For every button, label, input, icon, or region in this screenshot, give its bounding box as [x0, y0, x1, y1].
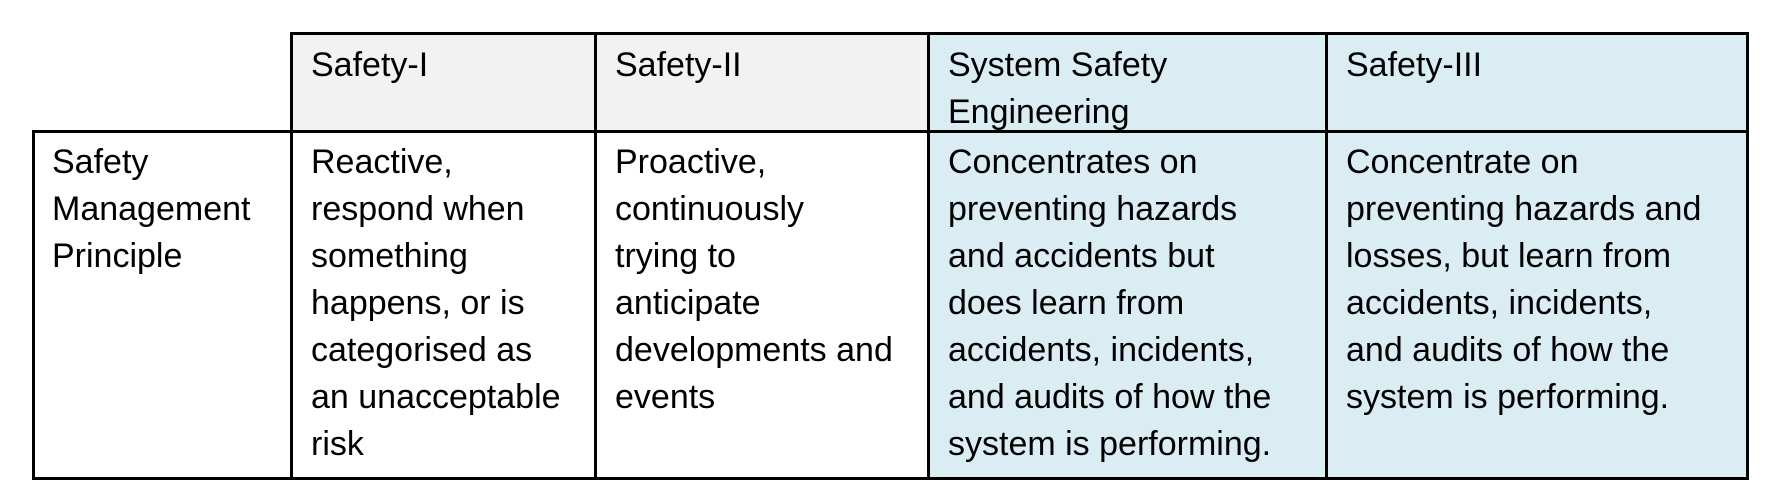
border-right	[1746, 32, 1749, 480]
cell-safety-ii-principle: Proactive, continuously trying to antici…	[595, 131, 928, 479]
border-col1-left	[290, 32, 293, 480]
border-top-header	[291, 32, 1749, 35]
border-col2-left	[594, 32, 597, 480]
border-left-row	[32, 130, 35, 480]
header-safety-ii: Safety-II	[595, 34, 928, 131]
cell-safety-iii-principle: Concentrate on preventing hazards and lo…	[1326, 131, 1747, 479]
cell-system-safety-engineering-principle: Concentrates on preventing hazards and a…	[928, 131, 1326, 479]
header-safety-iii: Safety-III	[1326, 34, 1747, 131]
border-header-divider	[32, 130, 1749, 133]
row-label-safety-management-principle: Safety Management Principle	[32, 131, 291, 479]
header-system-safety-engineering: System Safety Engineering	[928, 34, 1326, 131]
border-bottom	[32, 477, 1749, 480]
header-safety-i: Safety-I	[291, 34, 595, 131]
border-col4-left	[1325, 32, 1328, 480]
cell-safety-i-principle: Reactive, respond when something happens…	[291, 131, 595, 479]
border-col3-left	[927, 32, 930, 480]
